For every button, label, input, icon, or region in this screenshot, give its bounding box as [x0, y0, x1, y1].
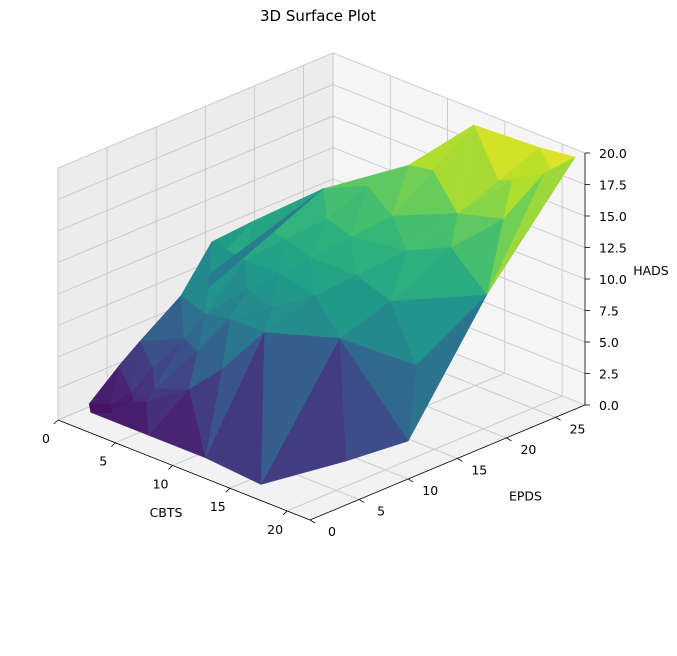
y-tick-label: 20	[520, 442, 536, 457]
tick-labels: 0 5 10 15 20 0 5 10 15 20 25 0.0 2.5 5.0 7.5 10.0 12.5 15…	[42, 146, 627, 539]
x-tick	[282, 510, 288, 516]
x-tick	[53, 419, 59, 425]
z-tick-label: 5.0	[599, 335, 619, 350]
x-tick-label: 5	[99, 454, 107, 469]
y-tick	[506, 437, 512, 442]
axis-lines	[53, 152, 590, 524]
y-axis-line	[309, 404, 586, 521]
z-axis-label: HADS	[633, 263, 669, 278]
x-tick-label: 10	[153, 476, 169, 491]
x-tick-label: 15	[210, 499, 226, 514]
z-tick-label: 0.0	[599, 398, 619, 413]
z-tick-label: 12.5	[599, 241, 627, 256]
y-axis-label: EPDS	[509, 489, 542, 504]
chart-title: 3D Surface Plot	[259, 7, 377, 25]
x-tick-label: 20	[267, 522, 283, 537]
surface	[88, 124, 576, 485]
z-tick-label: 2.5	[599, 367, 619, 382]
x-tick	[168, 465, 173, 470]
z-grid-line	[57, 52, 586, 169]
x-tick	[110, 442, 116, 448]
y-tick	[408, 478, 414, 483]
y-tick-label: 0	[328, 524, 336, 539]
y-tick-label: 10	[422, 483, 438, 498]
z-tick-label: 7.5	[599, 304, 619, 319]
y-tick	[358, 499, 365, 503]
z-tick-label: 20.0	[599, 146, 627, 161]
x-axis-line	[57, 419, 311, 521]
y-tick	[457, 458, 463, 462]
y-tick-label: 5	[377, 503, 385, 518]
y-tick-label: 25	[570, 421, 586, 436]
x-tick-label: 0	[42, 431, 50, 446]
y-tick-label: 15	[471, 462, 487, 477]
surface-facet	[88, 403, 113, 413]
x-tick	[225, 487, 231, 493]
z-tick-label: 15.0	[599, 209, 627, 224]
y-tick	[309, 519, 316, 524]
x-axis-label: CBTS	[150, 505, 183, 520]
y-tick	[555, 416, 561, 421]
z-tick-label: 17.5	[599, 178, 627, 193]
z-tick-label: 10.0	[599, 272, 627, 287]
